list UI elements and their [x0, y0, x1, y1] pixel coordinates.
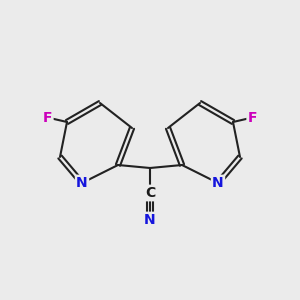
Text: N: N	[144, 213, 156, 227]
Text: F: F	[248, 110, 257, 124]
Text: N: N	[76, 176, 88, 190]
Text: F: F	[43, 110, 52, 124]
Text: N: N	[212, 176, 224, 190]
Text: C: C	[145, 186, 155, 200]
